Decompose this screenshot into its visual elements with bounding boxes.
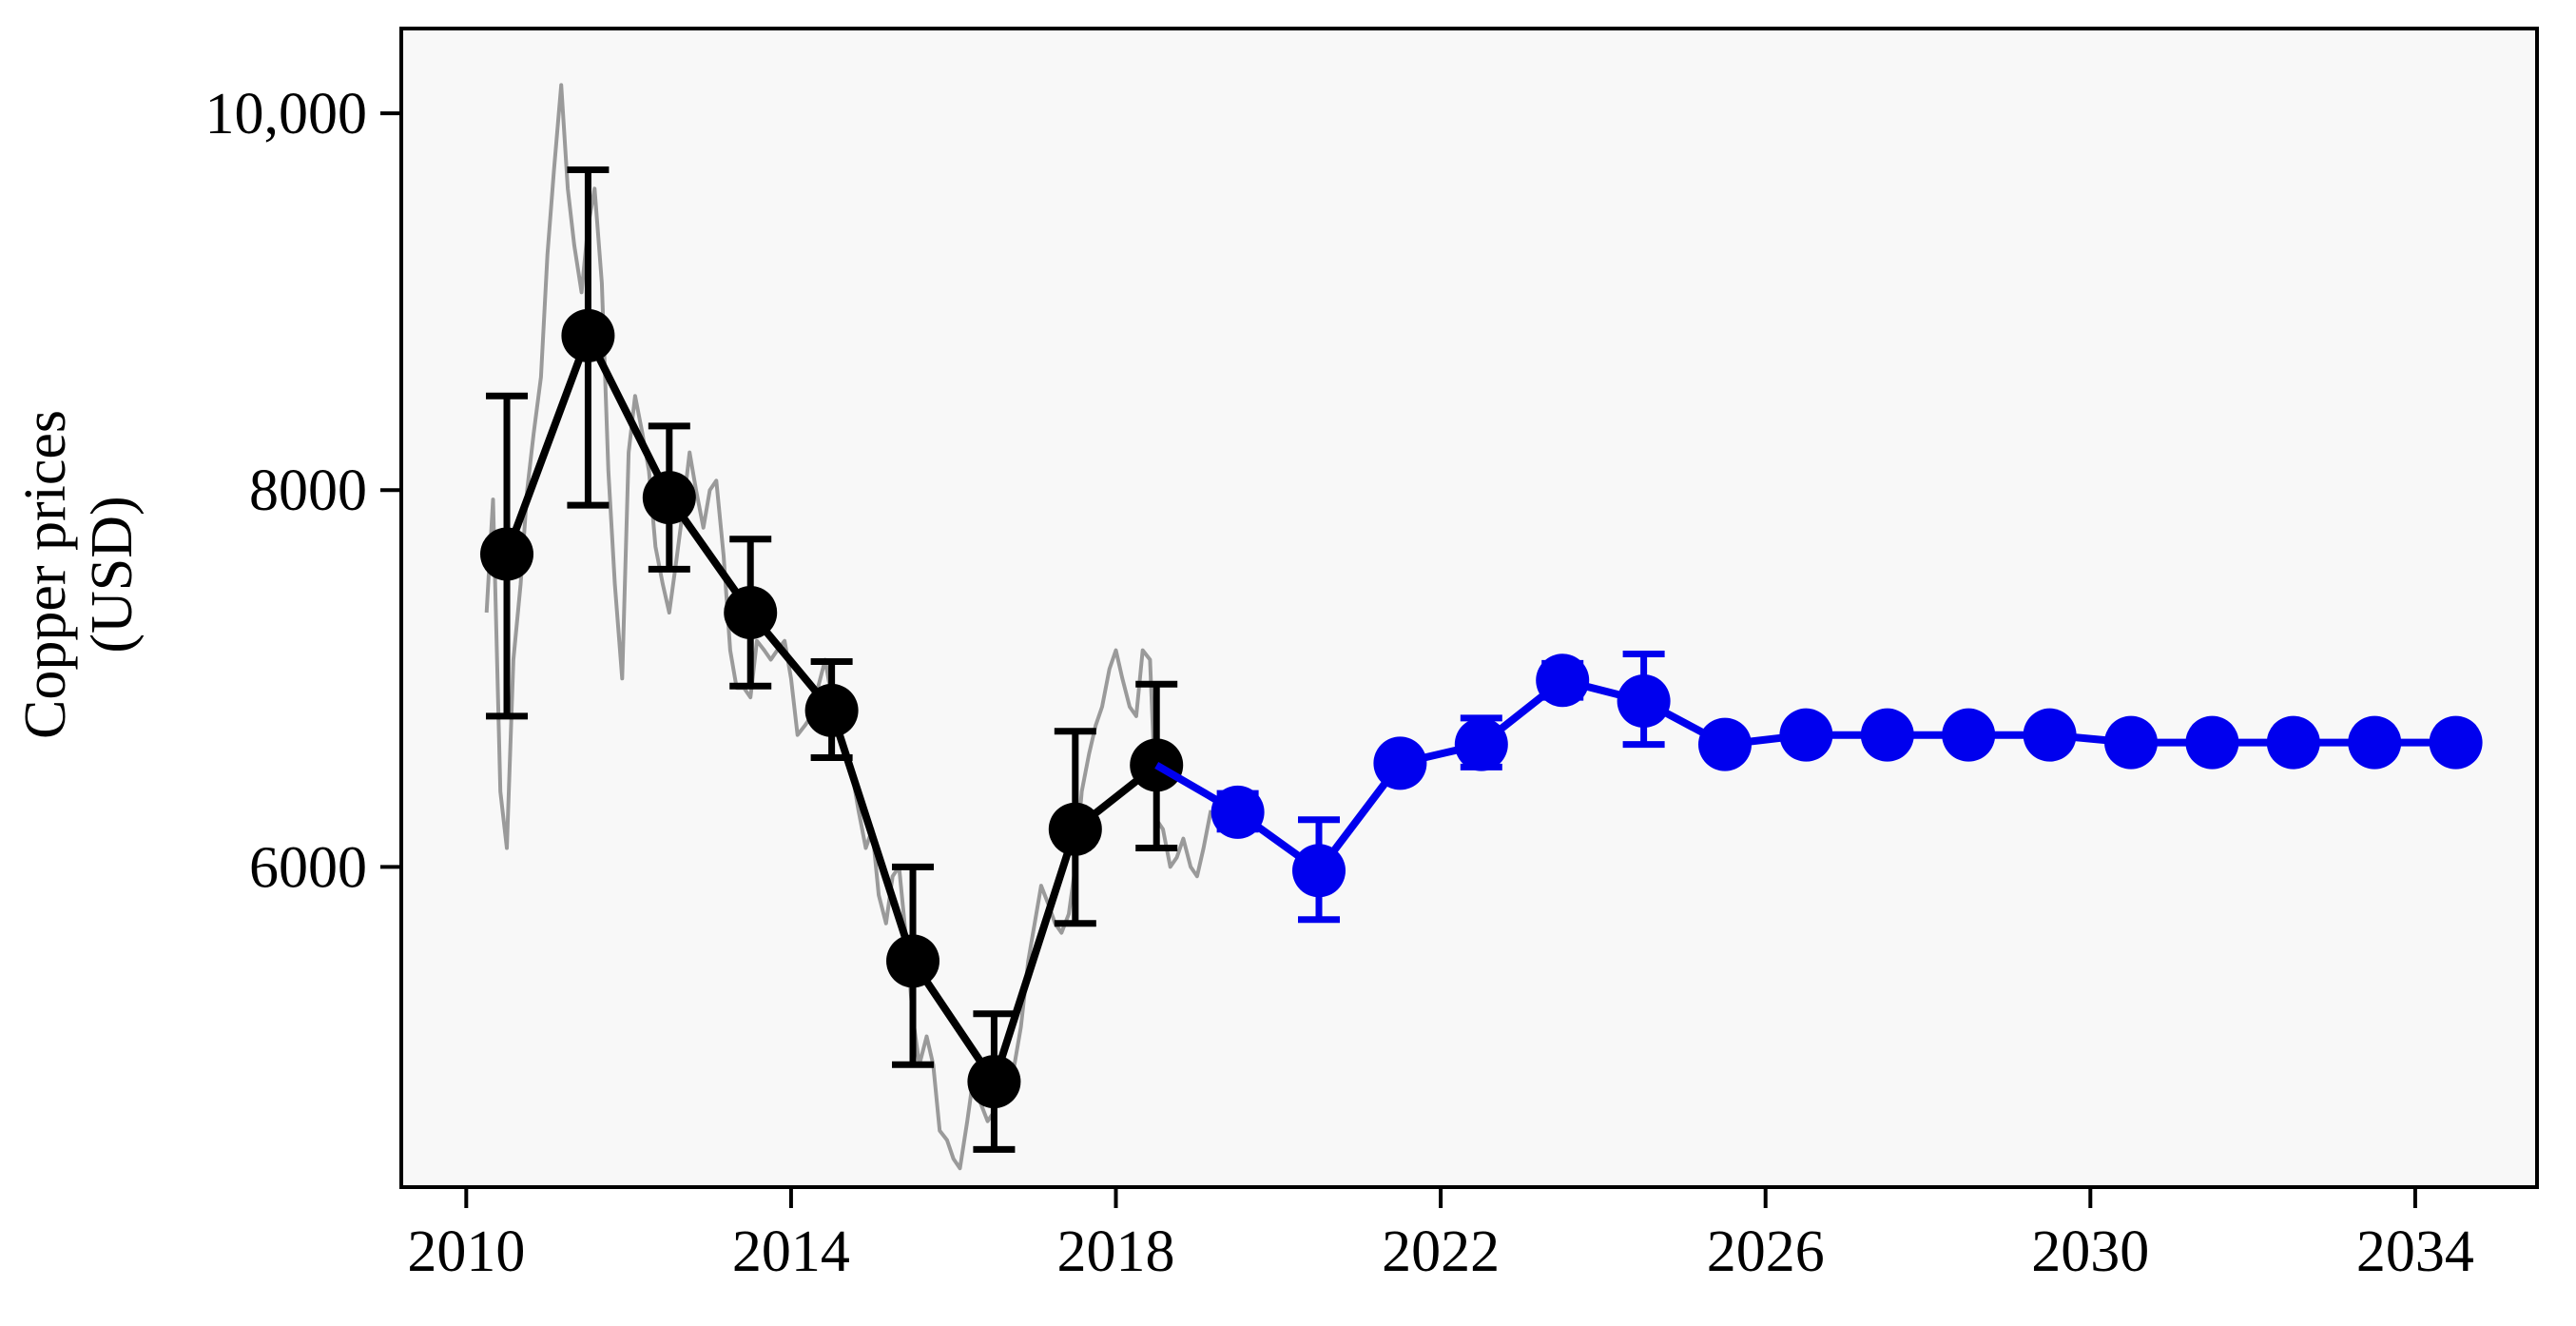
- x-tick-label: 2010: [407, 1219, 525, 1284]
- historical-point: [886, 934, 940, 988]
- y-axis-label-line: (USD): [80, 496, 145, 653]
- historical-series: [480, 166, 1184, 1153]
- historical-point: [1048, 802, 1102, 856]
- forecast-point: [1211, 785, 1265, 839]
- x-tick-label: 2030: [2031, 1219, 2149, 1284]
- forecast-point: [1779, 708, 1833, 762]
- forecast-point: [2266, 715, 2320, 770]
- forecast-point: [1942, 708, 1996, 762]
- forecast-point: [1536, 653, 1590, 708]
- forecast-point: [1373, 736, 1427, 790]
- forecast-point: [1698, 717, 1753, 771]
- forecast-point: [2104, 715, 2159, 770]
- forecast-point: [1860, 708, 1914, 762]
- y-axis-label: Copper prices (USD): [13, 410, 145, 739]
- historical-point: [642, 471, 696, 525]
- historical-point: [1130, 738, 1184, 792]
- forecast-point: [2185, 715, 2239, 770]
- x-axis: 2010 2014 2018 2022 2026 2030 2034: [407, 1187, 2474, 1284]
- plot-background: [401, 29, 2537, 1187]
- x-tick-label: 2026: [1707, 1219, 1825, 1284]
- y-axis-label-line: Copper prices: [13, 410, 78, 739]
- x-tick-label: 2022: [1382, 1219, 1500, 1284]
- historical-point: [804, 683, 859, 737]
- historical-point: [724, 585, 778, 639]
- forecast-point: [1617, 674, 1671, 729]
- y-tick-label: 6000: [249, 835, 367, 900]
- x-tick-label: 2034: [2356, 1219, 2474, 1284]
- x-tick-label: 2018: [1057, 1219, 1175, 1284]
- y-tick-label: 8000: [249, 458, 367, 523]
- historical-point: [967, 1055, 1021, 1109]
- forecast-point: [2429, 715, 2483, 770]
- plot-frame: [399, 27, 2539, 1189]
- forecast-point: [2023, 708, 2077, 762]
- forecast-point: [1292, 844, 1346, 898]
- y-tick-label: 10,000: [205, 82, 368, 146]
- forecast-point: [1454, 717, 1508, 771]
- x-tick-label: 2014: [732, 1219, 850, 1284]
- forecast-point: [2348, 715, 2402, 770]
- historical-point: [561, 308, 615, 362]
- y-axis: 6000 8000 10,000: [205, 82, 401, 900]
- forecast-series: [1154, 651, 2483, 924]
- historical-point: [480, 527, 534, 581]
